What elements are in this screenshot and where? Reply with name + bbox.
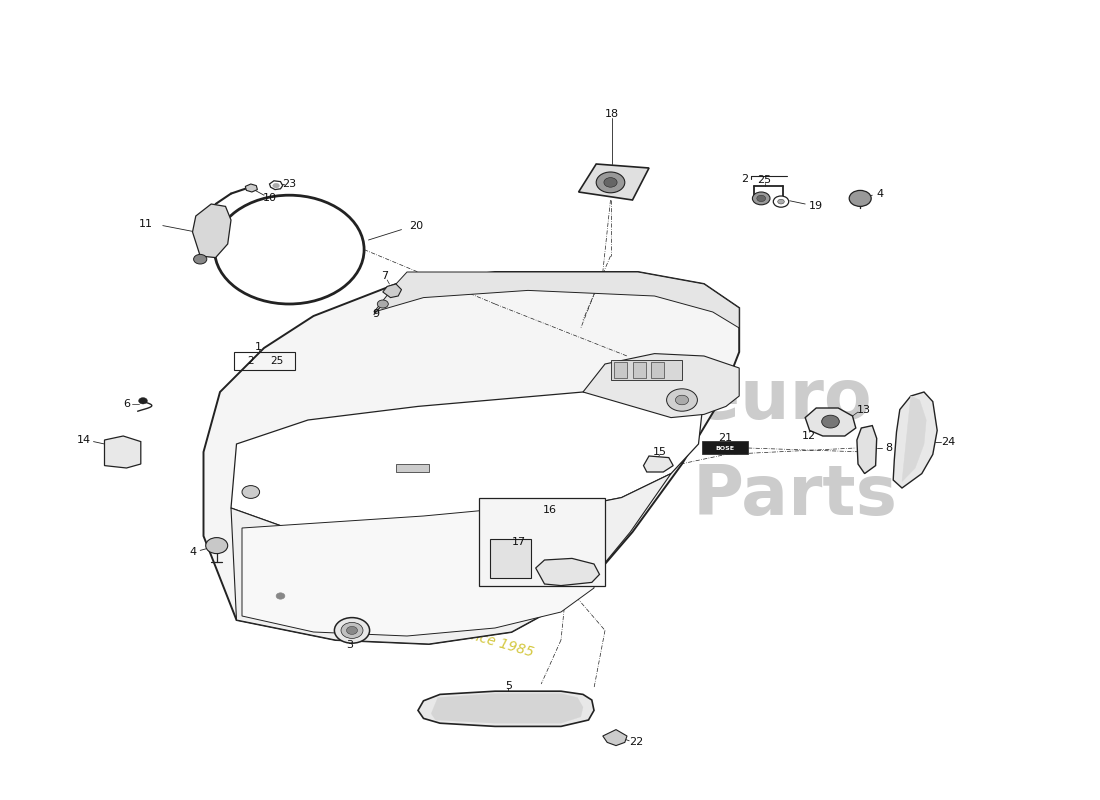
Text: 20: 20 [409,221,422,230]
Text: 22: 22 [629,738,642,747]
Polygon shape [383,284,402,298]
Polygon shape [857,426,877,474]
Polygon shape [644,456,673,472]
Circle shape [675,395,689,405]
Bar [702,441,748,454]
Text: 14: 14 [77,435,91,445]
Bar [632,362,646,378]
Text: 12: 12 [802,431,815,441]
Polygon shape [805,408,856,436]
Circle shape [604,178,617,187]
Circle shape [273,183,279,188]
Text: 18: 18 [605,109,618,118]
Polygon shape [270,181,283,190]
Bar [610,360,682,380]
Text: 3: 3 [346,640,353,650]
Text: BOSE: BOSE [715,446,735,450]
Polygon shape [245,184,257,192]
Text: 8: 8 [886,443,892,453]
Polygon shape [418,691,594,726]
Polygon shape [579,164,649,200]
Text: a passion for parts since 1985: a passion for parts since 1985 [330,588,536,660]
Text: 11: 11 [140,219,153,229]
Circle shape [214,195,364,304]
Polygon shape [192,204,231,258]
Text: 1: 1 [255,342,262,352]
Polygon shape [242,500,594,636]
Text: 4: 4 [189,547,196,557]
Polygon shape [583,354,739,418]
Text: 25: 25 [758,175,771,185]
Circle shape [276,593,285,599]
Text: 24: 24 [942,437,955,446]
Text: 6: 6 [123,399,130,409]
Circle shape [242,486,260,498]
Text: 10: 10 [263,194,276,203]
Text: 4: 4 [877,189,883,198]
Circle shape [377,300,388,308]
Bar [234,352,295,370]
Circle shape [757,195,766,202]
Polygon shape [893,392,937,488]
Text: 13: 13 [857,405,870,414]
Text: Parts: Parts [693,462,898,530]
Polygon shape [104,436,141,468]
Circle shape [849,190,871,206]
Circle shape [752,192,770,205]
Text: 15: 15 [653,447,667,457]
Text: 23: 23 [283,179,296,189]
Text: 7: 7 [382,271,388,281]
Circle shape [139,398,147,404]
Bar [478,498,605,586]
Polygon shape [204,272,739,644]
Circle shape [334,618,370,643]
Bar [490,539,531,578]
Text: 2: 2 [741,174,748,184]
Text: 5: 5 [505,681,512,690]
Bar [396,464,429,472]
Polygon shape [902,396,926,482]
Circle shape [206,538,228,554]
Circle shape [773,196,789,207]
Text: 21: 21 [718,434,732,443]
Text: 19: 19 [810,202,823,211]
Polygon shape [374,272,739,328]
Bar [651,362,664,378]
Polygon shape [431,694,583,723]
Text: 16: 16 [543,506,557,515]
Polygon shape [231,392,702,530]
Polygon shape [231,474,671,644]
Bar [614,362,627,378]
Text: euro: euro [693,366,871,434]
Circle shape [194,254,207,264]
Circle shape [341,622,363,638]
Text: 25: 25 [271,356,284,366]
Circle shape [822,415,839,428]
Circle shape [346,626,358,634]
Text: 17: 17 [512,538,526,547]
Circle shape [667,389,697,411]
Polygon shape [603,730,627,746]
Text: 9: 9 [373,309,380,318]
Circle shape [778,199,784,204]
Circle shape [596,172,625,193]
Polygon shape [536,558,600,586]
Text: 2: 2 [248,356,254,366]
